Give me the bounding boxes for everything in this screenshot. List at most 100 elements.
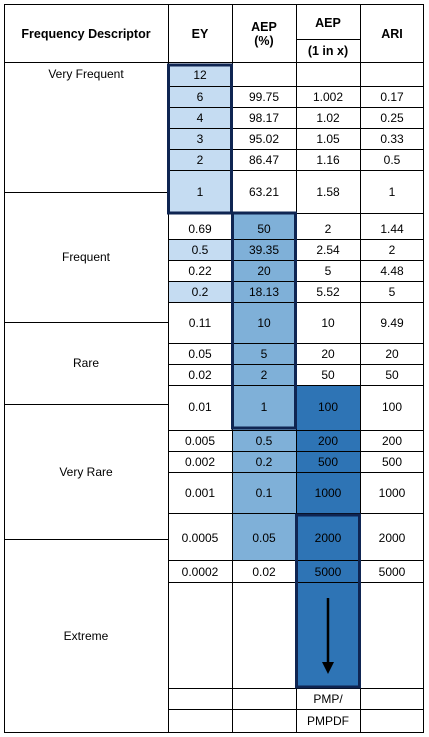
cell-ari-r9: 5 bbox=[388, 284, 396, 299]
fill-light-1 bbox=[168, 86, 232, 107]
frame-ey-very-frequent bbox=[167, 63, 233, 215]
cell-aep-1inx-r4: 1.16 bbox=[316, 152, 340, 167]
cell-aep-pct-r14: 0.5 bbox=[255, 433, 273, 448]
cell-ari-r11: 20 bbox=[385, 346, 399, 361]
cell-aep-pct-r9: 18.13 bbox=[248, 284, 280, 299]
cell-ari-r0 bbox=[360, 64, 424, 86]
cell-aep-pct-r16: 0.1 bbox=[255, 485, 273, 500]
frame-extreme bbox=[295, 513, 361, 689]
fill-light-6 bbox=[168, 239, 232, 260]
header-aep-1inx-label: AEP bbox=[315, 15, 341, 30]
cell-aep-pct-r2: 98.17 bbox=[248, 110, 280, 125]
fill-mid-aep-pct-lower bbox=[232, 428, 296, 560]
cell-ey-r1: 6 bbox=[196, 89, 204, 104]
cell-ey-r9: 0.2 bbox=[191, 284, 209, 299]
fill-light-2 bbox=[168, 107, 232, 128]
descriptor-frequent: Frequent bbox=[61, 250, 111, 264]
cell-aep-1inx-r17: 2000 bbox=[314, 531, 342, 545]
cell-aep-pct-r13: 1 bbox=[260, 399, 268, 414]
cell-aep-pct-r0 bbox=[232, 64, 296, 86]
cell-aep-1inx-r15: 500 bbox=[317, 454, 339, 469]
descriptor-extreme: Extreme bbox=[63, 628, 109, 643]
fill-mid-aep-pct bbox=[232, 213, 296, 428]
cell-ari-r2: 0.25 bbox=[380, 110, 404, 125]
header-aep-pct: AEP (%) bbox=[232, 6, 296, 62]
cell-ari-r7: 2 bbox=[388, 242, 396, 257]
cell-ari-r13: 100 bbox=[381, 399, 403, 414]
cell-aep-pct-r4: 86.47 bbox=[248, 152, 280, 167]
cell-ey-r14: 0.005 bbox=[184, 433, 216, 448]
cell-aep-1inx-r18: 5000 bbox=[314, 564, 342, 579]
cell-ey-r12: 0.02 bbox=[188, 367, 212, 382]
cell-ari-r5: 1 bbox=[388, 184, 396, 199]
descriptor-very-rare: Very Rare bbox=[59, 464, 113, 479]
arrow-head-icon bbox=[322, 662, 334, 674]
cell-aep-1inx-r2: 1.02 bbox=[316, 110, 340, 125]
cell-aep-1inx-r5: 1.58 bbox=[316, 184, 340, 199]
cell-aep-pct-r18: 0.02 bbox=[252, 564, 276, 579]
cell-ey-r16: 0.001 bbox=[184, 485, 216, 500]
cell-ey-r6: 0.69 bbox=[188, 221, 212, 236]
cell-aep-pct-r17: 0.05 bbox=[252, 531, 276, 545]
cell-ey-r2: 4 bbox=[196, 110, 204, 125]
cell-aep-pct-r1: 99.75 bbox=[248, 89, 280, 104]
cell-ey-r15: 0.002 bbox=[184, 454, 216, 469]
cell-aep-1inx-r1: 1.002 bbox=[312, 89, 344, 104]
cell-aep-pct-r7: 39.35 bbox=[248, 242, 280, 257]
cell-ari-r15: 500 bbox=[381, 454, 403, 469]
cell-aep-1inx-r7: 2.54 bbox=[316, 242, 340, 257]
cell-aep-pct-r15: 0.2 bbox=[255, 454, 273, 469]
header-aep-pct-label: AEP bbox=[251, 20, 277, 34]
pmp-label: PMP/ bbox=[313, 691, 343, 706]
cell-ey-r17: 0.0005 bbox=[181, 531, 219, 545]
cell-ari-r12: 50 bbox=[385, 367, 399, 382]
cell-ari-r8: 4.48 bbox=[380, 263, 404, 278]
cell-ari-r3: 0.33 bbox=[380, 131, 404, 146]
cell-aep-pct-r3: 95.02 bbox=[248, 131, 280, 146]
cell-ey-r5: 1 bbox=[196, 184, 204, 199]
cell-ari-r1: 0.17 bbox=[380, 89, 404, 104]
cell-ey-r10: 0.11 bbox=[188, 315, 212, 330]
cell-aep-pct-r12: 2 bbox=[260, 367, 268, 382]
descriptor-rare: Rare bbox=[72, 356, 99, 370]
cell-aep-1inx-r10: 10 bbox=[321, 315, 335, 330]
cell-aep-1inx-r0 bbox=[296, 64, 360, 86]
header-ey: EY bbox=[191, 27, 209, 41]
cell-aep-pct-r8: 20 bbox=[257, 263, 271, 278]
cell-ey-r7: 0.5 bbox=[191, 242, 209, 257]
cell-aep-1inx-r13: 100 bbox=[317, 399, 339, 414]
cell-ey-r11: 0.05 bbox=[188, 346, 212, 361]
cell-ey-r0: 12 bbox=[193, 68, 207, 82]
cell-ey-r3: 3 bbox=[196, 131, 204, 146]
header-frequency-descriptor: Frequency Descriptor bbox=[21, 27, 151, 41]
cell-aep-1inx-r8: 5 bbox=[324, 263, 332, 278]
fill-light-3 bbox=[168, 128, 232, 149]
cell-ey-r8: 0.22 bbox=[188, 263, 212, 278]
cell-ari-r6: 1.44 bbox=[380, 221, 404, 236]
cell-aep-pct-r10: 10 bbox=[257, 315, 271, 330]
cell-aep-pct-r5: 63.21 bbox=[248, 184, 280, 199]
cell-ari-r18: 5000 bbox=[378, 564, 406, 579]
header-aep-pct-unit: (%) bbox=[254, 34, 274, 48]
cell-ari-r4: 0.5 bbox=[383, 152, 401, 167]
fill-light-0 bbox=[168, 64, 232, 86]
cell-ari-r16: 1000 bbox=[378, 485, 406, 500]
header-ari: ARI bbox=[381, 27, 403, 41]
cell-aep-1inx-r16: 1000 bbox=[314, 485, 342, 500]
cell-aep-1inx-r9: 5.52 bbox=[316, 284, 340, 299]
cell-ari-r17: 2000 bbox=[378, 531, 406, 545]
fill-light-5 bbox=[168, 170, 232, 213]
descriptor-very-frequent: Very Frequent bbox=[48, 67, 124, 81]
cell-aep-1inx-r11: 20 bbox=[321, 346, 335, 361]
frame-aep-pct bbox=[231, 211, 297, 430]
cell-ey-r18: 0.0002 bbox=[181, 564, 219, 579]
cell-ey-r13: 0.01 bbox=[188, 399, 212, 414]
cell-ari-r10: 9.49 bbox=[380, 315, 404, 330]
cell-ari-r14: 200 bbox=[381, 433, 403, 448]
cell-aep-1inx-r12: 50 bbox=[321, 367, 335, 382]
cell-aep-1inx-r3: 1.05 bbox=[316, 131, 340, 146]
header-aep-1inx-unit: (1 in x) bbox=[307, 43, 349, 58]
cell-aep-1inx-r6: 2 bbox=[324, 221, 332, 236]
